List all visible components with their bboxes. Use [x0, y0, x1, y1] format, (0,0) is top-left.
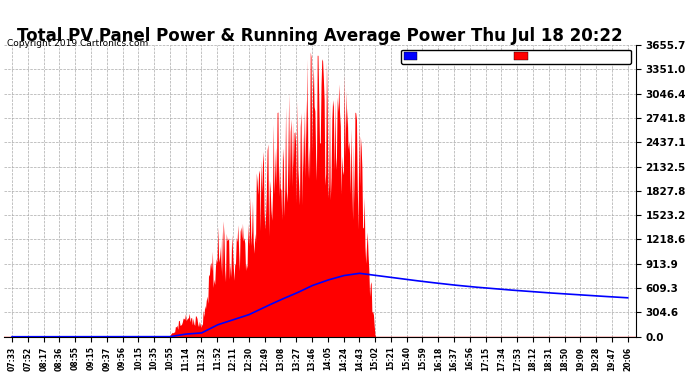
- Text: Copyright 2019 Cartronics.com: Copyright 2019 Cartronics.com: [7, 39, 148, 48]
- Title: Total PV Panel Power & Running Average Power Thu Jul 18 20:22: Total PV Panel Power & Running Average P…: [17, 27, 622, 45]
- Legend: Average  (DC Watts), PV Panels  (DC Watts): Average (DC Watts), PV Panels (DC Watts): [401, 50, 631, 64]
